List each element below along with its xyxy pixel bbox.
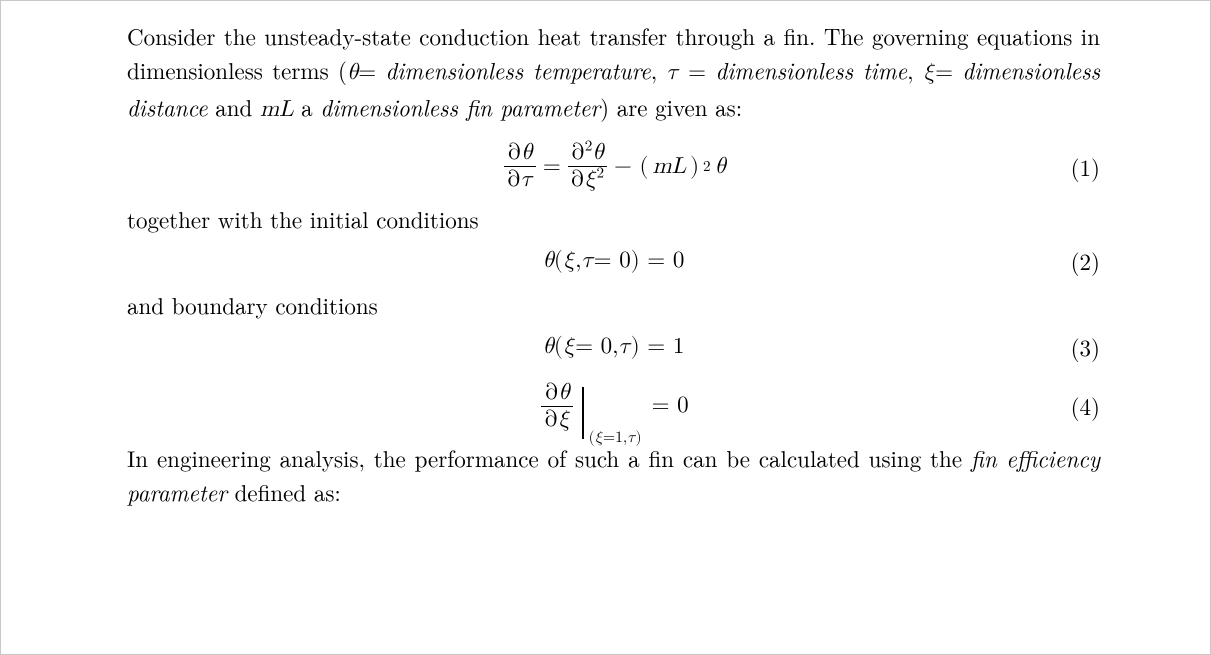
- equation-3-body: θ(ξ = 0, τ) = 1: [543, 330, 685, 364]
- symbol-tau: τ: [627, 430, 635, 446]
- equals-zero: = 0) = 0: [594, 244, 685, 278]
- partial-symbol: ∂: [544, 408, 557, 431]
- symbol-mL: mL: [260, 93, 294, 127]
- symbol-theta: θ: [543, 244, 554, 278]
- partial-symbol: ∂: [545, 381, 558, 404]
- text: and: [208, 90, 260, 123]
- text: a: [293, 90, 320, 123]
- symbol-theta: θ: [521, 141, 532, 164]
- text: In engineering analysis, the performance…: [127, 441, 971, 474]
- equals-zero: = 0: [652, 389, 689, 423]
- symbol-tau: τ: [619, 330, 631, 364]
- initial-conditions-label: together with the initial conditions: [127, 202, 1100, 236]
- term-dimensionless-temperature: dimensionless temperature: [386, 53, 651, 86]
- equation-1: ∂θ ∂τ = ∂2θ ∂ξ2 − (mL)2θ (1): [127, 141, 1100, 192]
- term-dimensionless-fin-parameter: dimensionless fin parameter: [320, 90, 600, 123]
- equals-sign: =: [543, 150, 561, 184]
- evaluation-subscript: (ξ=1,τ): [589, 431, 642, 447]
- symbol-tau: τ: [667, 56, 679, 90]
- partial-symbol: ∂: [571, 168, 584, 191]
- closing-paragraph: In engineering analysis, the performance…: [127, 441, 1100, 509]
- superscript-2: 2: [596, 166, 604, 181]
- open-paren: (: [554, 244, 563, 278]
- equation-3: θ(ξ = 0, τ) = 1 (3): [127, 330, 1100, 364]
- symbol-xi: ξ: [923, 56, 935, 90]
- close-paren: ): [690, 150, 699, 184]
- symbol-xi: ξ: [595, 430, 603, 446]
- minus-open-paren: − (: [614, 150, 648, 184]
- text: ,: [907, 53, 923, 86]
- evaluation-bar: [582, 387, 584, 439]
- equals-one: ) = 1: [631, 330, 685, 364]
- text: ,: [651, 53, 667, 86]
- symbol-theta: θ: [592, 141, 603, 164]
- symbol-theta: θ: [347, 56, 358, 90]
- document-page: Consider the unsteady-state conduction h…: [0, 0, 1211, 655]
- text: defined as:: [227, 475, 341, 508]
- close-paren: ): [636, 430, 642, 446]
- symbol-xi: ξ: [563, 330, 575, 364]
- symbol-theta: θ: [715, 150, 726, 184]
- symbol-theta: θ: [558, 381, 569, 404]
- equation-number-2: (2): [1056, 244, 1100, 278]
- partial-symbol: ∂: [508, 141, 521, 164]
- text: =: [935, 53, 962, 86]
- symbol-tau: τ: [521, 168, 533, 191]
- equation-2: θ(ξ, τ = 0) = 0 (2): [127, 244, 1100, 278]
- equals-one-comma: =1,: [603, 430, 627, 446]
- symbol-mL: mL: [653, 150, 687, 184]
- text: =: [358, 53, 385, 86]
- equation-number-4: (4): [1056, 389, 1100, 423]
- equation-number-3: (3): [1056, 330, 1100, 364]
- symbol-xi: ξ: [584, 168, 596, 191]
- intro-paragraph: Consider the unsteady-state conduction h…: [127, 19, 1100, 127]
- equation-4-body: ∂θ ∂ξ (ξ=1,τ) = 0: [538, 381, 688, 433]
- equation-4: ∂θ ∂ξ (ξ=1,τ) = 0 (4): [127, 381, 1100, 433]
- equation-2-body: θ(ξ, τ = 0) = 0: [543, 244, 685, 278]
- partial-symbol: ∂: [507, 168, 520, 191]
- symbol-xi: ξ: [563, 244, 575, 278]
- symbol-tau: τ: [581, 244, 593, 278]
- open-paren: (: [554, 330, 563, 364]
- symbol-xi: ξ: [558, 408, 570, 431]
- equation-number-1: (1): [1056, 150, 1100, 184]
- equation-1-body: ∂θ ∂τ = ∂2θ ∂ξ2 − (mL)2θ: [501, 141, 726, 192]
- equals-zero-comma: = 0,: [575, 330, 618, 364]
- term-dimensionless-time: dimensionless time: [715, 53, 907, 86]
- text: =: [679, 53, 716, 86]
- boundary-conditions-label: and boundary conditions: [127, 288, 1100, 322]
- symbol-theta: θ: [543, 330, 554, 364]
- partial-symbol: ∂: [571, 141, 584, 164]
- text: ) are given as:: [600, 90, 742, 123]
